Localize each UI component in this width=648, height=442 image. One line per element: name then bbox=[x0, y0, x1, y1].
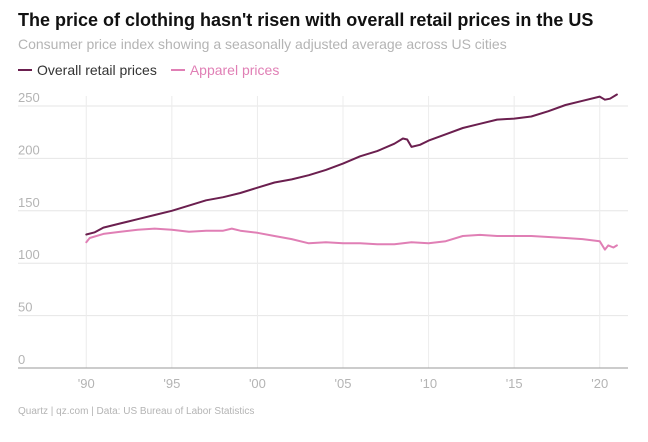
legend-swatch-overall bbox=[18, 69, 32, 71]
series-lines bbox=[85, 93, 618, 251]
x-tick-labels: '90 '95 '00 '05 '10 '15 '20 bbox=[78, 376, 608, 391]
series-line-apparel-prices bbox=[85, 227, 618, 251]
x-tick-label: '95 bbox=[163, 376, 180, 391]
x-tick-label: '00 bbox=[249, 376, 266, 391]
series-line-overall-retail-prices bbox=[85, 93, 618, 236]
y-tick-label: 0 bbox=[18, 352, 25, 367]
y-tick-label: 250 bbox=[18, 90, 40, 105]
y-gridlines bbox=[18, 105, 628, 317]
source-note: Quartz | qz.com | Data: US Bureau of Lab… bbox=[18, 406, 255, 417]
x-tick-label: '15 bbox=[506, 376, 523, 391]
x-tick-label: '20 bbox=[591, 376, 608, 391]
x-tick-label: '10 bbox=[420, 376, 437, 391]
x-gridlines bbox=[85, 96, 601, 368]
y-tick-labels: 0 50 100 150 200 250 bbox=[18, 90, 40, 367]
legend-label-apparel: Apparel prices bbox=[189, 62, 280, 78]
legend-label-overall: Overall retail prices bbox=[37, 62, 157, 78]
legend-item-overall: Overall retail prices bbox=[18, 62, 157, 78]
y-tick-label: 50 bbox=[18, 300, 32, 315]
legend: Overall retail prices Apparel prices bbox=[18, 62, 293, 78]
chart-subtitle: Consumer price index showing a seasonall… bbox=[18, 36, 507, 52]
legend-item-apparel: Apparel prices bbox=[170, 62, 280, 78]
y-tick-label: 100 bbox=[18, 247, 40, 262]
chart-title: The price of clothing hasn't risen with … bbox=[18, 10, 594, 30]
x-tick-label: '05 bbox=[335, 376, 352, 391]
y-tick-label: 150 bbox=[18, 195, 40, 210]
legend-swatch-apparel bbox=[170, 69, 185, 71]
x-tick-label: '90 bbox=[78, 376, 95, 391]
y-tick-label: 200 bbox=[18, 142, 40, 157]
